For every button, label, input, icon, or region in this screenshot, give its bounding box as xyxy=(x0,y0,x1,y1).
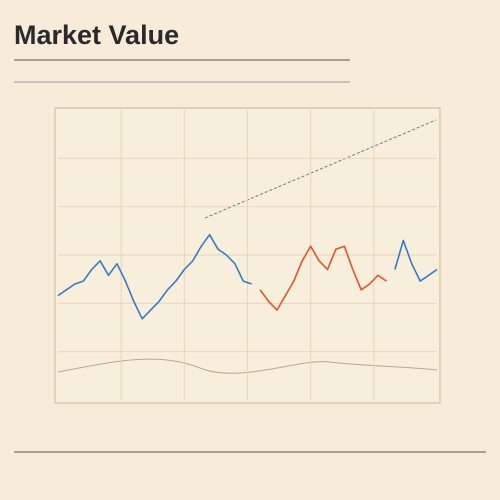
chart-title: Market Value xyxy=(14,20,179,50)
plot xyxy=(57,110,438,400)
baseline-curve xyxy=(57,358,438,374)
trend-line xyxy=(204,119,437,219)
series-line xyxy=(259,245,387,311)
series-line xyxy=(57,233,438,320)
